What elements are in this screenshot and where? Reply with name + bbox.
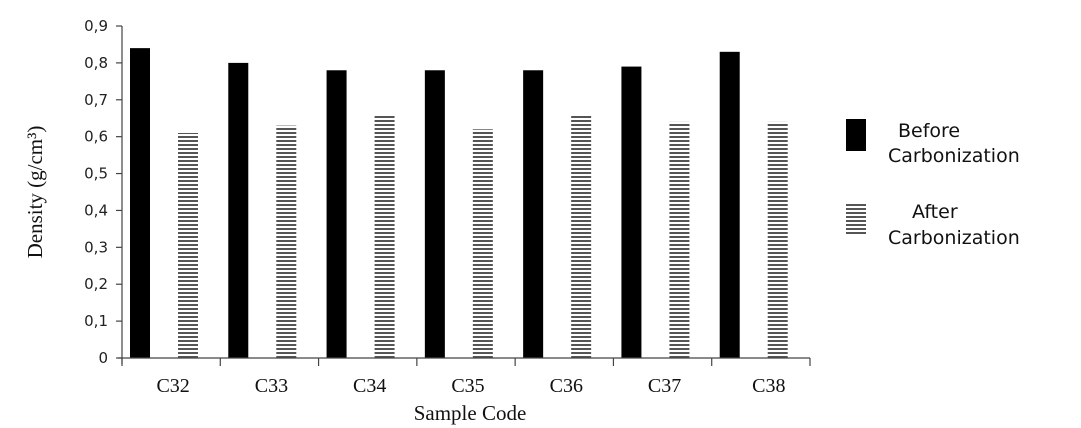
- x-category-label: C36: [550, 375, 583, 397]
- bar-before-c33: [228, 62, 249, 359]
- y-axis-ticks: 0 0,1 0,2 0,3 0,4 0,5 0,6 0,7 0,8 0,9: [84, 17, 122, 367]
- legend-swatch-after: [846, 202, 866, 234]
- legend-label-after: After: [912, 201, 958, 223]
- y-tick-label: 0,9: [84, 17, 108, 35]
- y-tick-label: 0,8: [84, 54, 108, 72]
- x-axis-title: Sample Code: [414, 401, 527, 425]
- y-tick-label: 0,2: [84, 275, 108, 293]
- bar-after-c34: [374, 114, 395, 359]
- x-axis-ticks: [121, 358, 811, 366]
- bar-before-c38: [719, 51, 740, 358]
- x-category-label: C35: [451, 375, 484, 397]
- x-axis-category-labels: C32 C33 C34 C35 C36 C37 C38: [156, 375, 785, 397]
- x-category-label: C32: [156, 375, 189, 397]
- x-category-label: C38: [752, 375, 785, 397]
- bar-before-c34: [326, 70, 347, 359]
- bar-after-c38: [767, 121, 788, 359]
- y-tick-label: 0: [98, 349, 108, 367]
- bar-before-c37: [621, 66, 642, 359]
- bar-before-c35: [424, 70, 445, 359]
- bars: [130, 48, 788, 359]
- bar-after-c32: [178, 132, 198, 358]
- y-axis-title: Density (g/cm³): [23, 126, 47, 259]
- bar-after-c37: [669, 121, 690, 359]
- legend-swatch-before: [846, 119, 866, 151]
- x-category-label: C34: [353, 375, 386, 397]
- bar-before-c32: [130, 48, 150, 359]
- bar-after-c36: [571, 114, 592, 359]
- bar-after-c33: [276, 125, 297, 358]
- legend-label-before: Before: [898, 120, 960, 142]
- y-tick-label: 0,4: [84, 201, 108, 219]
- legend-label-before: Carbonization: [888, 145, 1020, 167]
- y-tick-label: 0,7: [84, 91, 108, 109]
- bar-before-c36: [523, 70, 544, 359]
- y-tick-label: 0,6: [84, 128, 108, 146]
- legend-label-after: Carbonization: [888, 227, 1020, 249]
- y-tick-label: 0,3: [84, 238, 108, 256]
- x-category-label: C33: [255, 375, 288, 397]
- legend: Before Carbonization After Carbonization: [846, 119, 1020, 249]
- y-tick-label: 0,1: [84, 312, 108, 330]
- y-tick-label: 0,5: [84, 165, 108, 183]
- x-category-label: C37: [648, 375, 681, 397]
- bar-after-c35: [472, 129, 493, 358]
